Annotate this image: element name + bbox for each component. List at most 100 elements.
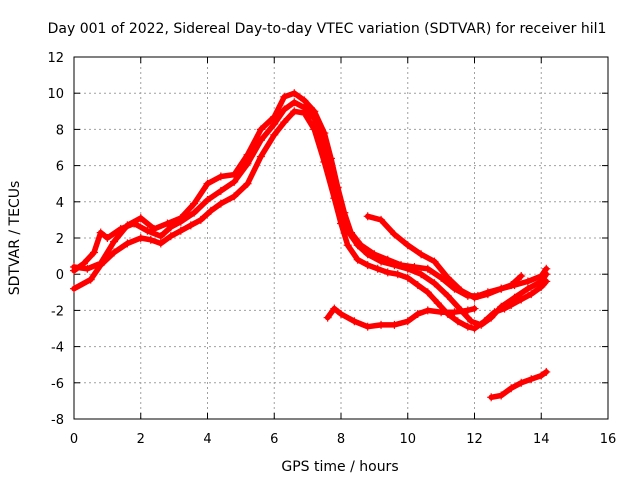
y-tick-label: 4: [56, 196, 64, 211]
data-point: [123, 239, 132, 248]
y-tick-label: 2: [56, 232, 64, 247]
data-point: [403, 241, 412, 250]
series-arc-5: [323, 304, 479, 331]
data-point: [523, 284, 532, 293]
data-series: [70, 89, 551, 402]
data-point: [523, 277, 532, 286]
y-tick-label: 10: [47, 87, 64, 102]
data-point: [326, 154, 335, 163]
data-point: [397, 261, 406, 270]
data-point: [393, 270, 402, 279]
x-tick-label: 2: [137, 432, 145, 447]
data-point: [300, 96, 309, 105]
x-tick-label: 8: [337, 432, 345, 447]
data-point: [280, 118, 289, 127]
x-tick-label: 16: [600, 432, 617, 447]
series-arc-3: [70, 89, 526, 300]
x-tick-label: 0: [70, 432, 78, 447]
y-axis-label: SDTVAR / TECUs: [7, 181, 23, 296]
data-point: [483, 290, 492, 299]
data-point: [330, 304, 339, 313]
data-point: [196, 215, 205, 224]
data-point: [86, 275, 95, 284]
data-point: [497, 284, 506, 293]
data-point: [377, 320, 386, 329]
data-point: [363, 261, 372, 270]
data-point: [136, 234, 145, 242]
data-point: [463, 322, 472, 331]
y-tick-label: -4: [51, 341, 64, 356]
data-point: [216, 186, 225, 195]
y-tick-label: 6: [56, 160, 64, 175]
data-point: [433, 299, 442, 308]
data-point: [487, 313, 496, 322]
data-point: [323, 313, 332, 322]
data-point: [517, 378, 526, 387]
data-point: [156, 239, 165, 248]
data-point: [542, 264, 551, 273]
data-point: [300, 103, 309, 112]
data-point: [136, 214, 145, 223]
data-point: [353, 255, 362, 264]
data-point: [463, 306, 472, 315]
data-point: [430, 257, 439, 266]
data-point: [243, 150, 252, 159]
data-point: [256, 152, 265, 161]
data-point: [477, 320, 486, 329]
data-point: [146, 235, 155, 244]
data-point: [527, 375, 536, 384]
data-point: [517, 295, 526, 304]
data-point: [470, 304, 479, 313]
data-point: [542, 367, 551, 376]
grid-lines: [74, 57, 608, 419]
data-point: [363, 212, 372, 221]
y-tick-label: 8: [56, 123, 64, 138]
data-point: [390, 320, 399, 329]
data-point: [70, 262, 78, 271]
data-point: [270, 112, 279, 121]
x-tick-label: 12: [466, 432, 483, 447]
x-tick-label: 6: [270, 432, 278, 447]
data-point: [450, 308, 459, 317]
data-point: [70, 284, 78, 293]
data-point: [343, 241, 352, 250]
data-point: [123, 221, 132, 230]
data-point: [470, 293, 479, 302]
data-point: [453, 317, 462, 326]
data-point: [410, 262, 419, 271]
y-tick-label: -6: [51, 377, 64, 392]
data-point: [110, 248, 119, 257]
data-point: [347, 228, 356, 237]
data-point: [350, 317, 359, 326]
series-trace: [71, 99, 550, 328]
data-point: [413, 281, 422, 290]
data-point: [290, 98, 299, 107]
y-axis-ticks: -8 -6 -4 -2 0 2 4 6 8 10 12: [47, 51, 608, 428]
data-point: [340, 208, 349, 217]
data-point: [143, 226, 152, 235]
data-point: [166, 232, 175, 241]
data-point: [256, 125, 265, 134]
data-point: [527, 290, 536, 299]
series-trace: [364, 213, 550, 301]
data-point: [383, 255, 392, 264]
data-point: [423, 288, 432, 297]
data-point: [383, 268, 392, 277]
series-arc-4: [363, 212, 551, 302]
series-arc-6: [487, 367, 551, 402]
data-point: [507, 384, 516, 393]
y-tick-label: 0: [56, 268, 64, 283]
data-point: [230, 170, 239, 179]
data-point: [96, 259, 105, 268]
data-point: [186, 221, 195, 230]
data-point: [470, 324, 479, 333]
data-point: [103, 234, 112, 242]
data-point: [443, 291, 452, 300]
y-tick-label: -2: [51, 304, 64, 319]
data-point: [370, 250, 379, 259]
data-point: [270, 119, 279, 128]
y-tick-label: -8: [51, 413, 64, 428]
data-point: [280, 105, 289, 114]
data-point: [377, 215, 386, 224]
